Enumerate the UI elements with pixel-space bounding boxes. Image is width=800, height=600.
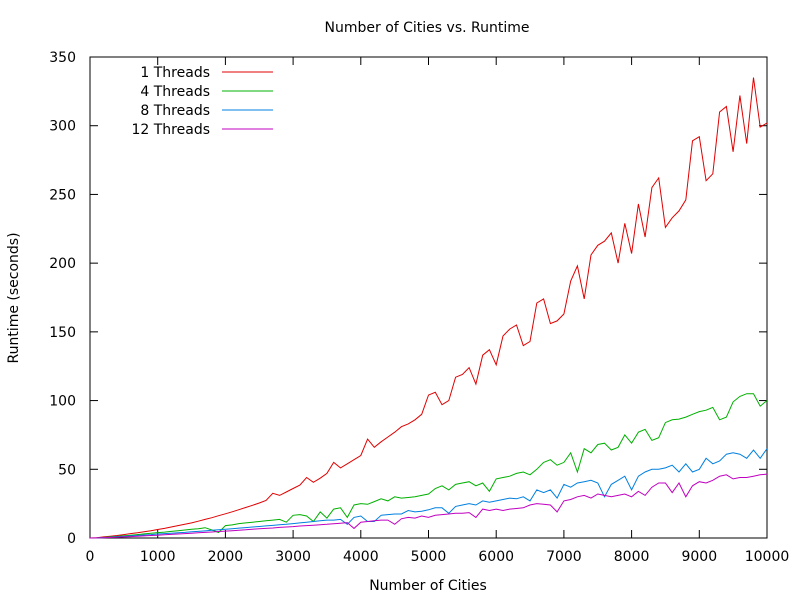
y-tick-label: 350 [49,50,76,66]
legend-label-12-threads: 12 Threads [131,122,210,138]
x-tick-label: 9000 [681,549,717,565]
series-line-8-threads [89,448,768,539]
series-line-4-threads [89,393,768,539]
series-lines [89,77,768,539]
legend-label-1-threads: 1 Threads [140,65,210,81]
y-tick-label: 0 [67,531,76,547]
series-line-12-threads [89,473,768,539]
x-tick-label: 8000 [614,549,650,565]
y-tick-label: 300 [49,119,76,135]
y-tick-label: 100 [49,394,76,410]
x-tick-label: 6000 [478,549,514,565]
x-tick-label: 3000 [275,549,311,565]
series-line-1-threads [89,77,768,539]
y-tick-label: 50 [58,462,76,478]
x-axis-label: Number of Cities [369,578,487,594]
x-tick-label: 1000 [140,549,176,565]
x-tick-label: 4000 [343,549,379,565]
x-tick-label: 10000 [745,549,790,565]
x-tick-label: 0 [86,549,95,565]
x-tick-label: 7000 [546,549,582,565]
y-tick-label: 250 [49,187,76,203]
legend-label-8-threads: 8 Threads [140,103,210,119]
legend-label-4-threads: 4 Threads [140,84,210,100]
y-axis-label: Runtime (seconds) [6,232,22,363]
x-axis: 0 1000 2000 3000 4000 5000 6000 7000 8000 9000 100… [86,57,790,565]
y-tick-label: 200 [49,256,76,272]
y-axis: 0 50 100 150 200 250 300 350 [49,50,767,547]
legend: 1 Threads 4 Threads 8 Threads 12 Threads [131,65,273,138]
y-tick-label: 150 [49,325,76,341]
x-tick-label: 5000 [411,549,447,565]
chart-title: Number of Cities vs. Runtime [325,20,530,36]
x-tick-label: 2000 [208,549,244,565]
